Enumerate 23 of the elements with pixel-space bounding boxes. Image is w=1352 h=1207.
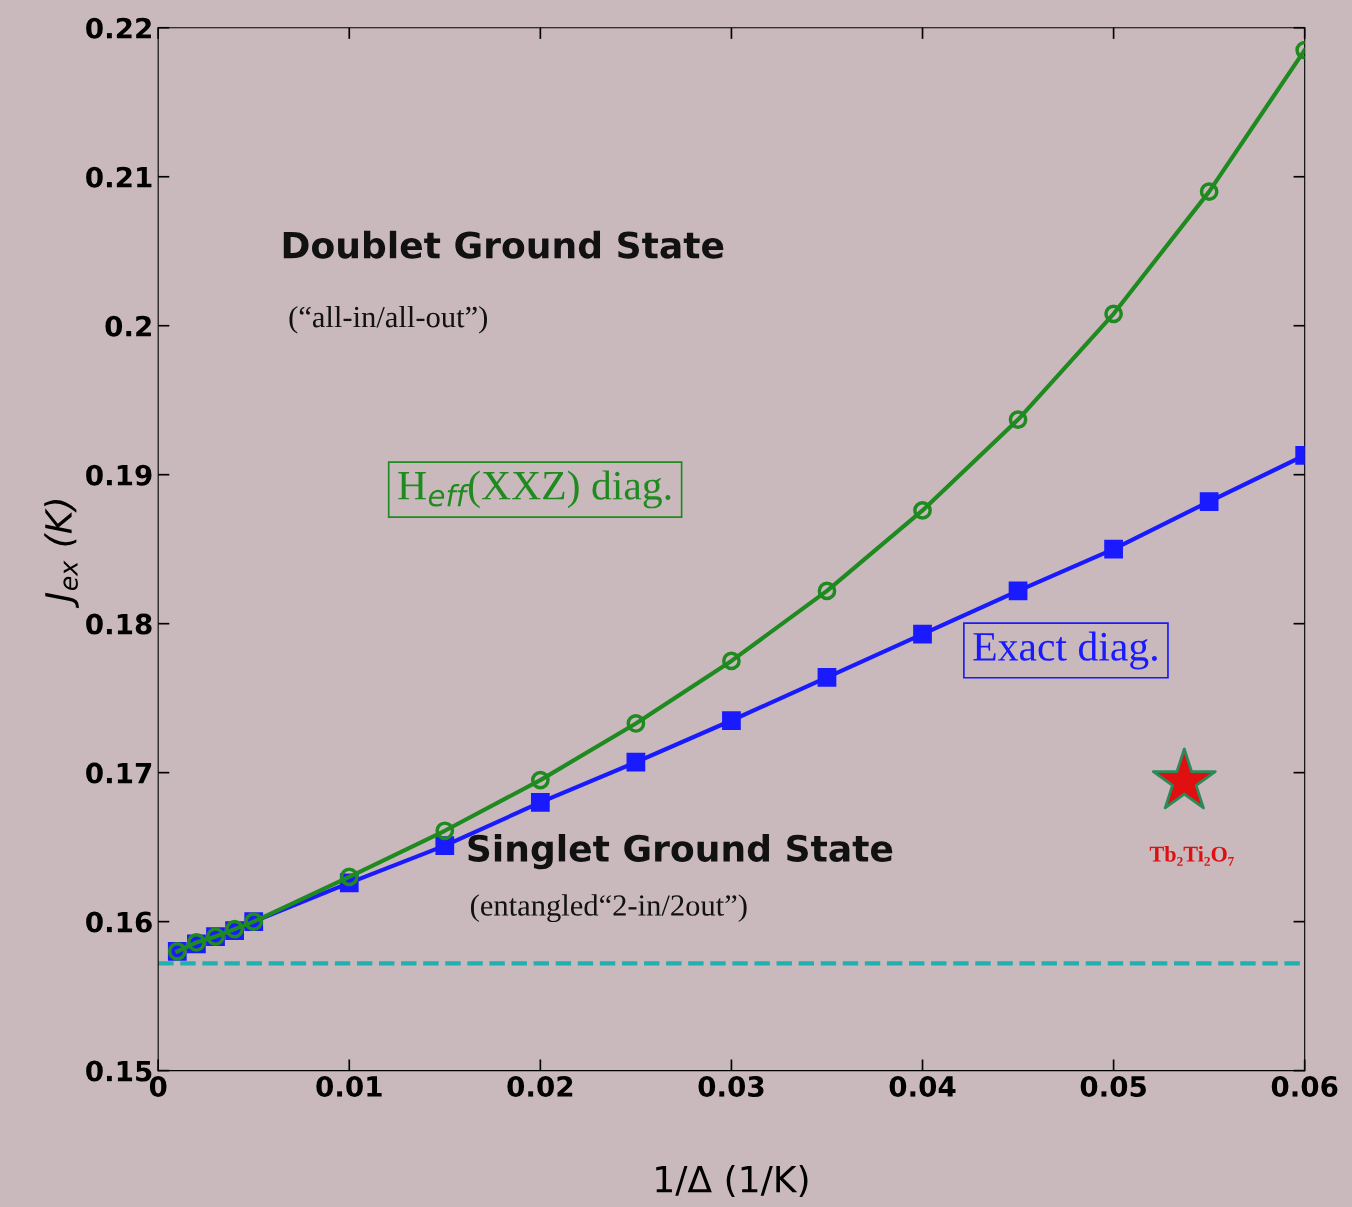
y-tick-label: 0.2 bbox=[105, 315, 151, 337]
annotation: (entangled“2-in/2out”) bbox=[470, 894, 747, 923]
y-tick-label: 0.19 bbox=[86, 464, 152, 486]
x-tick-label: 0.04 bbox=[889, 1075, 956, 1097]
x-tick-label: 0.05 bbox=[1080, 1075, 1146, 1097]
annotation: Singlet Ground State bbox=[468, 834, 893, 870]
x-tick-label: 0.01 bbox=[316, 1075, 382, 1097]
y-tick-label: 0.22 bbox=[86, 17, 151, 39]
y-tick-label: 0.18 bbox=[86, 613, 152, 635]
y-tick-label: 0.21 bbox=[86, 166, 152, 188]
series-label: Exact diag. bbox=[973, 631, 1157, 670]
y-tick-label: 0.17 bbox=[86, 762, 152, 784]
series-label: Tb₂Ti₂O₇ bbox=[1149, 846, 1234, 866]
annotation: (“all-in/all-out”) bbox=[289, 305, 487, 334]
y-axis-title: J$_{ex}$ (K) bbox=[44, 500, 79, 609]
x-tick-label: 0.06 bbox=[1271, 1075, 1338, 1097]
y-tick-label: 0.16 bbox=[86, 911, 152, 933]
y-tick-label: 0.15 bbox=[86, 1060, 152, 1082]
x-axis-title: 1/Δ (1/K) bbox=[656, 1164, 808, 1198]
x-tick-label: 0.02 bbox=[507, 1075, 573, 1097]
text: H$_{eff}$(XXZ) diag. bbox=[398, 470, 671, 509]
annotation: Doublet Ground State bbox=[283, 230, 724, 259]
x-tick-label: 0.03 bbox=[698, 1075, 764, 1097]
